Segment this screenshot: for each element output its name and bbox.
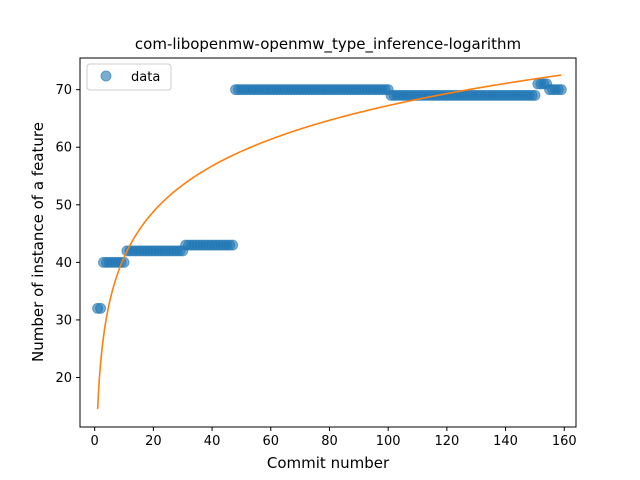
x-axis-label: Commit number [267, 454, 390, 472]
x-tick-label: 120 [434, 434, 459, 449]
plot-area [92, 74, 567, 410]
x-tick-label: 160 [552, 434, 577, 449]
data-point [227, 239, 239, 251]
data-point [95, 302, 107, 314]
legend-frame [86, 63, 172, 91]
fit-line [96, 74, 562, 410]
legend: data [86, 63, 172, 91]
y-axis: 20 30 40 50 60 70 [55, 83, 80, 386]
y-tick-label: 60 [55, 141, 72, 156]
y-tick-label: 70 [55, 83, 72, 98]
x-tick-label: 140 [493, 434, 518, 449]
y-tick-label: 30 [55, 313, 72, 328]
y-tick-label: 50 [55, 198, 72, 213]
chart-title: com-libopenmw-openmw_type_inference-loga… [135, 35, 521, 54]
x-tick-label: 0 [91, 434, 99, 449]
data-point [529, 89, 541, 101]
x-tick-label: 100 [376, 434, 401, 449]
y-tick-label: 40 [55, 256, 72, 271]
x-tick-label: 80 [321, 434, 338, 449]
y-tick-label: 20 [55, 371, 72, 386]
data-point [555, 84, 567, 96]
legend-label-data: data [131, 70, 160, 85]
x-tick-label: 60 [262, 434, 279, 449]
x-tick-label: 20 [145, 434, 162, 449]
x-axis: 0 20 40 60 80 100 120 140 160 [91, 427, 577, 449]
legend-marker-data [100, 70, 112, 82]
plot-frame [79, 57, 577, 428]
y-axis-label: Number of instance of a feature [29, 122, 47, 362]
x-tick-label: 40 [204, 434, 221, 449]
